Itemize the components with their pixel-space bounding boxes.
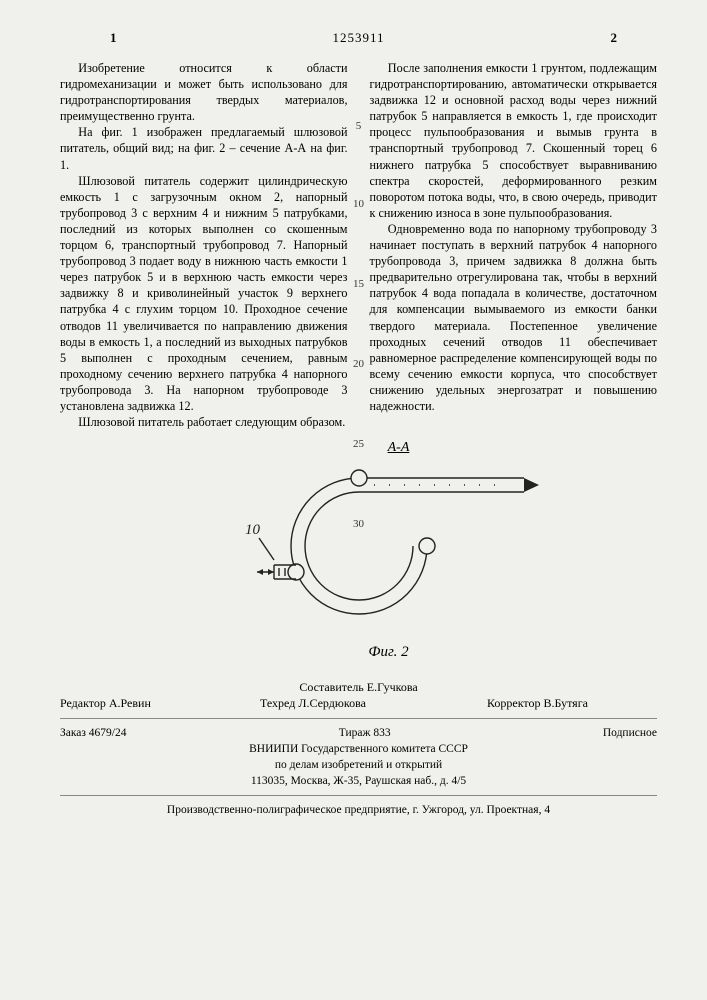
document-number: 1253911 bbox=[332, 30, 384, 46]
paragraph: Одновременно вода по напорному трубопров… bbox=[370, 221, 658, 414]
imprint-tirazh: Тираж 833 bbox=[339, 725, 391, 741]
paragraph: Изобретение относится к области гидромех… bbox=[60, 60, 348, 124]
paragraph: Шлюзовой питатель работает следующим обр… bbox=[60, 414, 348, 430]
line-number: 5 bbox=[356, 120, 362, 132]
line-number: 15 bbox=[353, 278, 364, 290]
credit-compiler: Составитель Е.Гучкова bbox=[60, 679, 657, 695]
paragraph: После заполнения емкости 1 грунтом, подл… bbox=[370, 60, 658, 221]
line-number: 25 bbox=[353, 438, 364, 450]
credit-techred: Техред Л.Сердюкова bbox=[260, 695, 487, 711]
page-number-left: 1 bbox=[110, 30, 117, 46]
divider bbox=[60, 795, 657, 796]
figure-caption: Фиг. 2 bbox=[120, 644, 657, 661]
credits-block: Составитель Е.Гучкова Редактор А.Ревин Т… bbox=[60, 679, 657, 818]
figure-2: А-А bbox=[60, 440, 657, 661]
imprint-org2: по делам изобретений и открытий bbox=[60, 757, 657, 773]
column-right: После заполнения емкости 1 грунтом, подл… bbox=[370, 60, 658, 430]
credit-corrector: Корректор В.Бутяга bbox=[487, 695, 657, 711]
line-number: 30 bbox=[353, 518, 364, 530]
paragraph: На фиг. 1 изображен предлагаемый шлюзово… bbox=[60, 124, 348, 172]
imprint-address: 113035, Москва, Ж-35, Раушская наб., д. … bbox=[60, 773, 657, 789]
paragraph: Шлюзовой питатель содержит цилиндрическу… bbox=[60, 173, 348, 414]
imprint-org1: ВНИИПИ Государственного комитета СССР bbox=[60, 741, 657, 757]
figure-section-label: А-А bbox=[140, 440, 657, 456]
imprint-block: Заказ 4679/24 Тираж 833 Подписное ВНИИПИ… bbox=[60, 725, 657, 789]
imprint-sign: Подписное bbox=[603, 725, 657, 741]
divider bbox=[60, 718, 657, 719]
figure-drawing: 10 bbox=[179, 460, 539, 640]
line-number: 20 bbox=[353, 358, 364, 370]
line-number: 10 bbox=[353, 198, 364, 210]
credit-editor: Редактор А.Ревин bbox=[60, 695, 260, 711]
column-left: Изобретение относится к области гидромех… bbox=[60, 60, 348, 430]
imprint-order: Заказ 4679/24 bbox=[60, 725, 127, 741]
imprint-printer: Производственно-полиграфическое предприя… bbox=[60, 802, 657, 818]
page-header: 1 1253911 2 bbox=[60, 30, 657, 54]
page-number-right: 2 bbox=[611, 30, 618, 46]
text-columns: Изобретение относится к области гидромех… bbox=[60, 60, 657, 430]
figure-callout-10: 10 bbox=[245, 522, 261, 538]
